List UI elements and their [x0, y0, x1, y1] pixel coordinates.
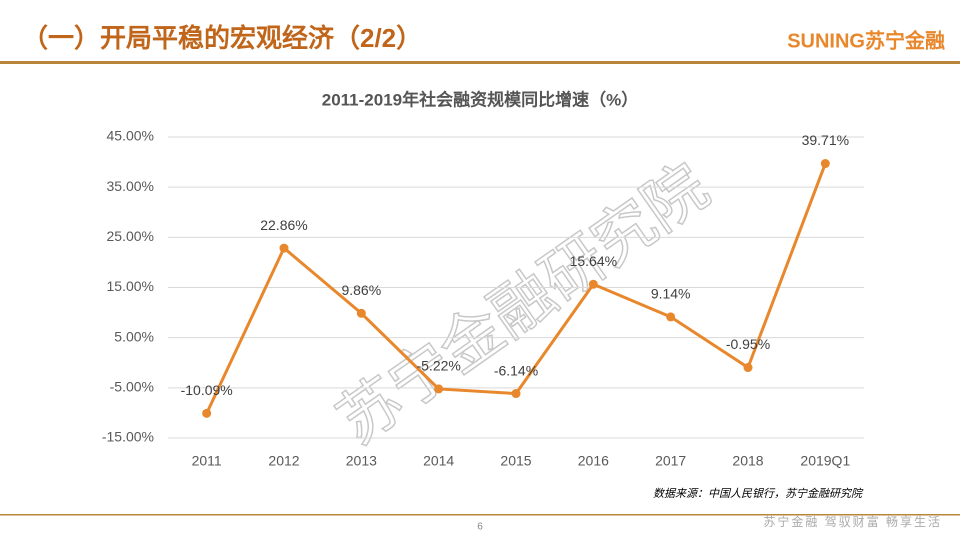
data-point	[202, 408, 212, 418]
y-tick-label: -15.00%	[102, 429, 154, 445]
data-point	[820, 159, 830, 169]
data-label: 22.86%	[260, 217, 307, 233]
x-tick-label: 2013	[346, 453, 377, 469]
data-point	[434, 384, 444, 394]
y-tick-label: -5.00%	[110, 379, 154, 395]
footer-rule	[0, 514, 960, 516]
data-label: -6.14%	[494, 362, 538, 378]
x-tick-label: 2015	[500, 453, 531, 469]
data-point	[588, 279, 598, 289]
chart-title: 2011-2019年社会融资规模同比增速（%）	[322, 89, 638, 109]
slide-title: （一）开局平稳的宏观经济（2/2）	[22, 23, 422, 53]
x-tick-label: 2011	[192, 453, 222, 469]
header-rule	[0, 61, 960, 64]
data-label: -5.22%	[416, 358, 460, 374]
y-tick-label: 35.00%	[107, 178, 154, 194]
data-point	[511, 389, 521, 399]
y-tick-label: 25.00%	[107, 228, 154, 244]
data-label: -0.95%	[726, 336, 770, 352]
y-tick-label: 15.00%	[107, 278, 154, 294]
data-label: -10.09%	[181, 382, 233, 398]
data-label: 39.71%	[802, 132, 849, 148]
data-label: 15.64%	[570, 253, 617, 269]
y-tick-label: 45.00%	[107, 128, 154, 144]
data-label: 9.14%	[651, 286, 691, 302]
x-tick-label: 2016	[578, 453, 609, 469]
page-number: 6	[477, 522, 483, 533]
watermark: 苏宁金融研究院	[324, 149, 721, 458]
data-point	[743, 363, 753, 373]
x-tick-label: 2017	[655, 453, 686, 469]
data-point	[666, 312, 676, 322]
source-note: 数据来源：中国人民银行，苏宁金融研究院	[653, 487, 864, 500]
data-point	[356, 308, 366, 318]
x-tick-label: 2012	[268, 453, 299, 469]
x-tick-label: 2014	[423, 453, 454, 469]
x-tick-label: 2019Q1	[800, 453, 850, 469]
x-tick-label: 2018	[732, 453, 763, 469]
y-tick-label: 5.00%	[114, 328, 154, 344]
data-point	[279, 243, 289, 253]
logo: SUNING苏宁金融	[787, 28, 945, 52]
slogan: 苏宁金融 驾驭财富 畅享生活	[763, 514, 942, 529]
data-label: 9.86%	[341, 282, 381, 298]
